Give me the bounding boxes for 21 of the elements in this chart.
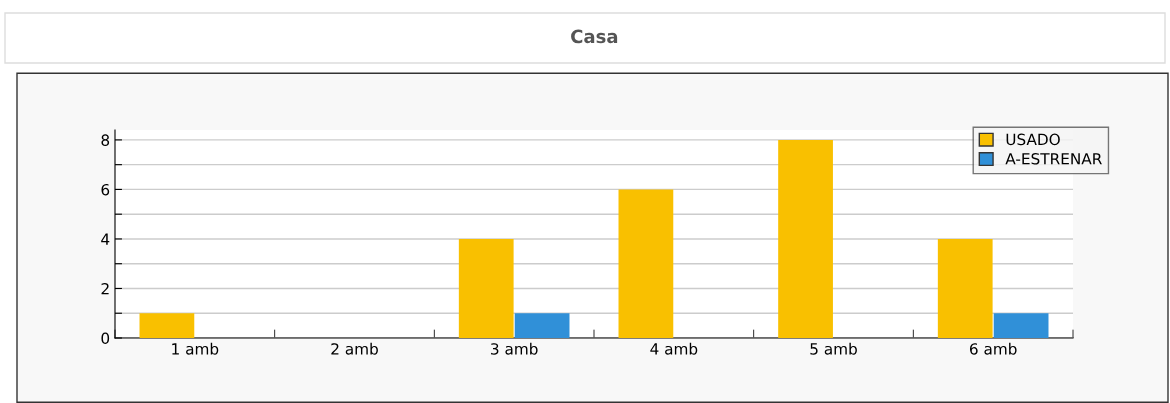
chart-title: Casa (571, 29, 618, 44)
y-tick-label: 6 (101, 183, 110, 196)
x-tick-label: 2 amb (331, 342, 378, 355)
bar (937, 238, 993, 338)
x-tick-label: 5 amb (810, 342, 857, 355)
bar (993, 313, 1049, 338)
x-tick-label: 4 amb (650, 342, 698, 355)
bar (139, 313, 195, 338)
bar (618, 189, 674, 338)
x-tick-label: 6 amb (969, 342, 1017, 355)
y-tick-label: 8 (101, 134, 110, 146)
bar (514, 313, 570, 338)
x-tick-label: 3 amb (491, 342, 538, 355)
y-tick-label: 4 (101, 233, 110, 245)
y-tick-label: 2 (101, 282, 109, 295)
bar (458, 238, 514, 338)
bar (778, 139, 833, 338)
x-tick-label: 1 amb (172, 342, 219, 355)
y-tick-label: 0 (101, 332, 110, 345)
legend-label: A-ESTRENAR (1005, 152, 1102, 165)
legend-label: USADO (1006, 133, 1060, 146)
